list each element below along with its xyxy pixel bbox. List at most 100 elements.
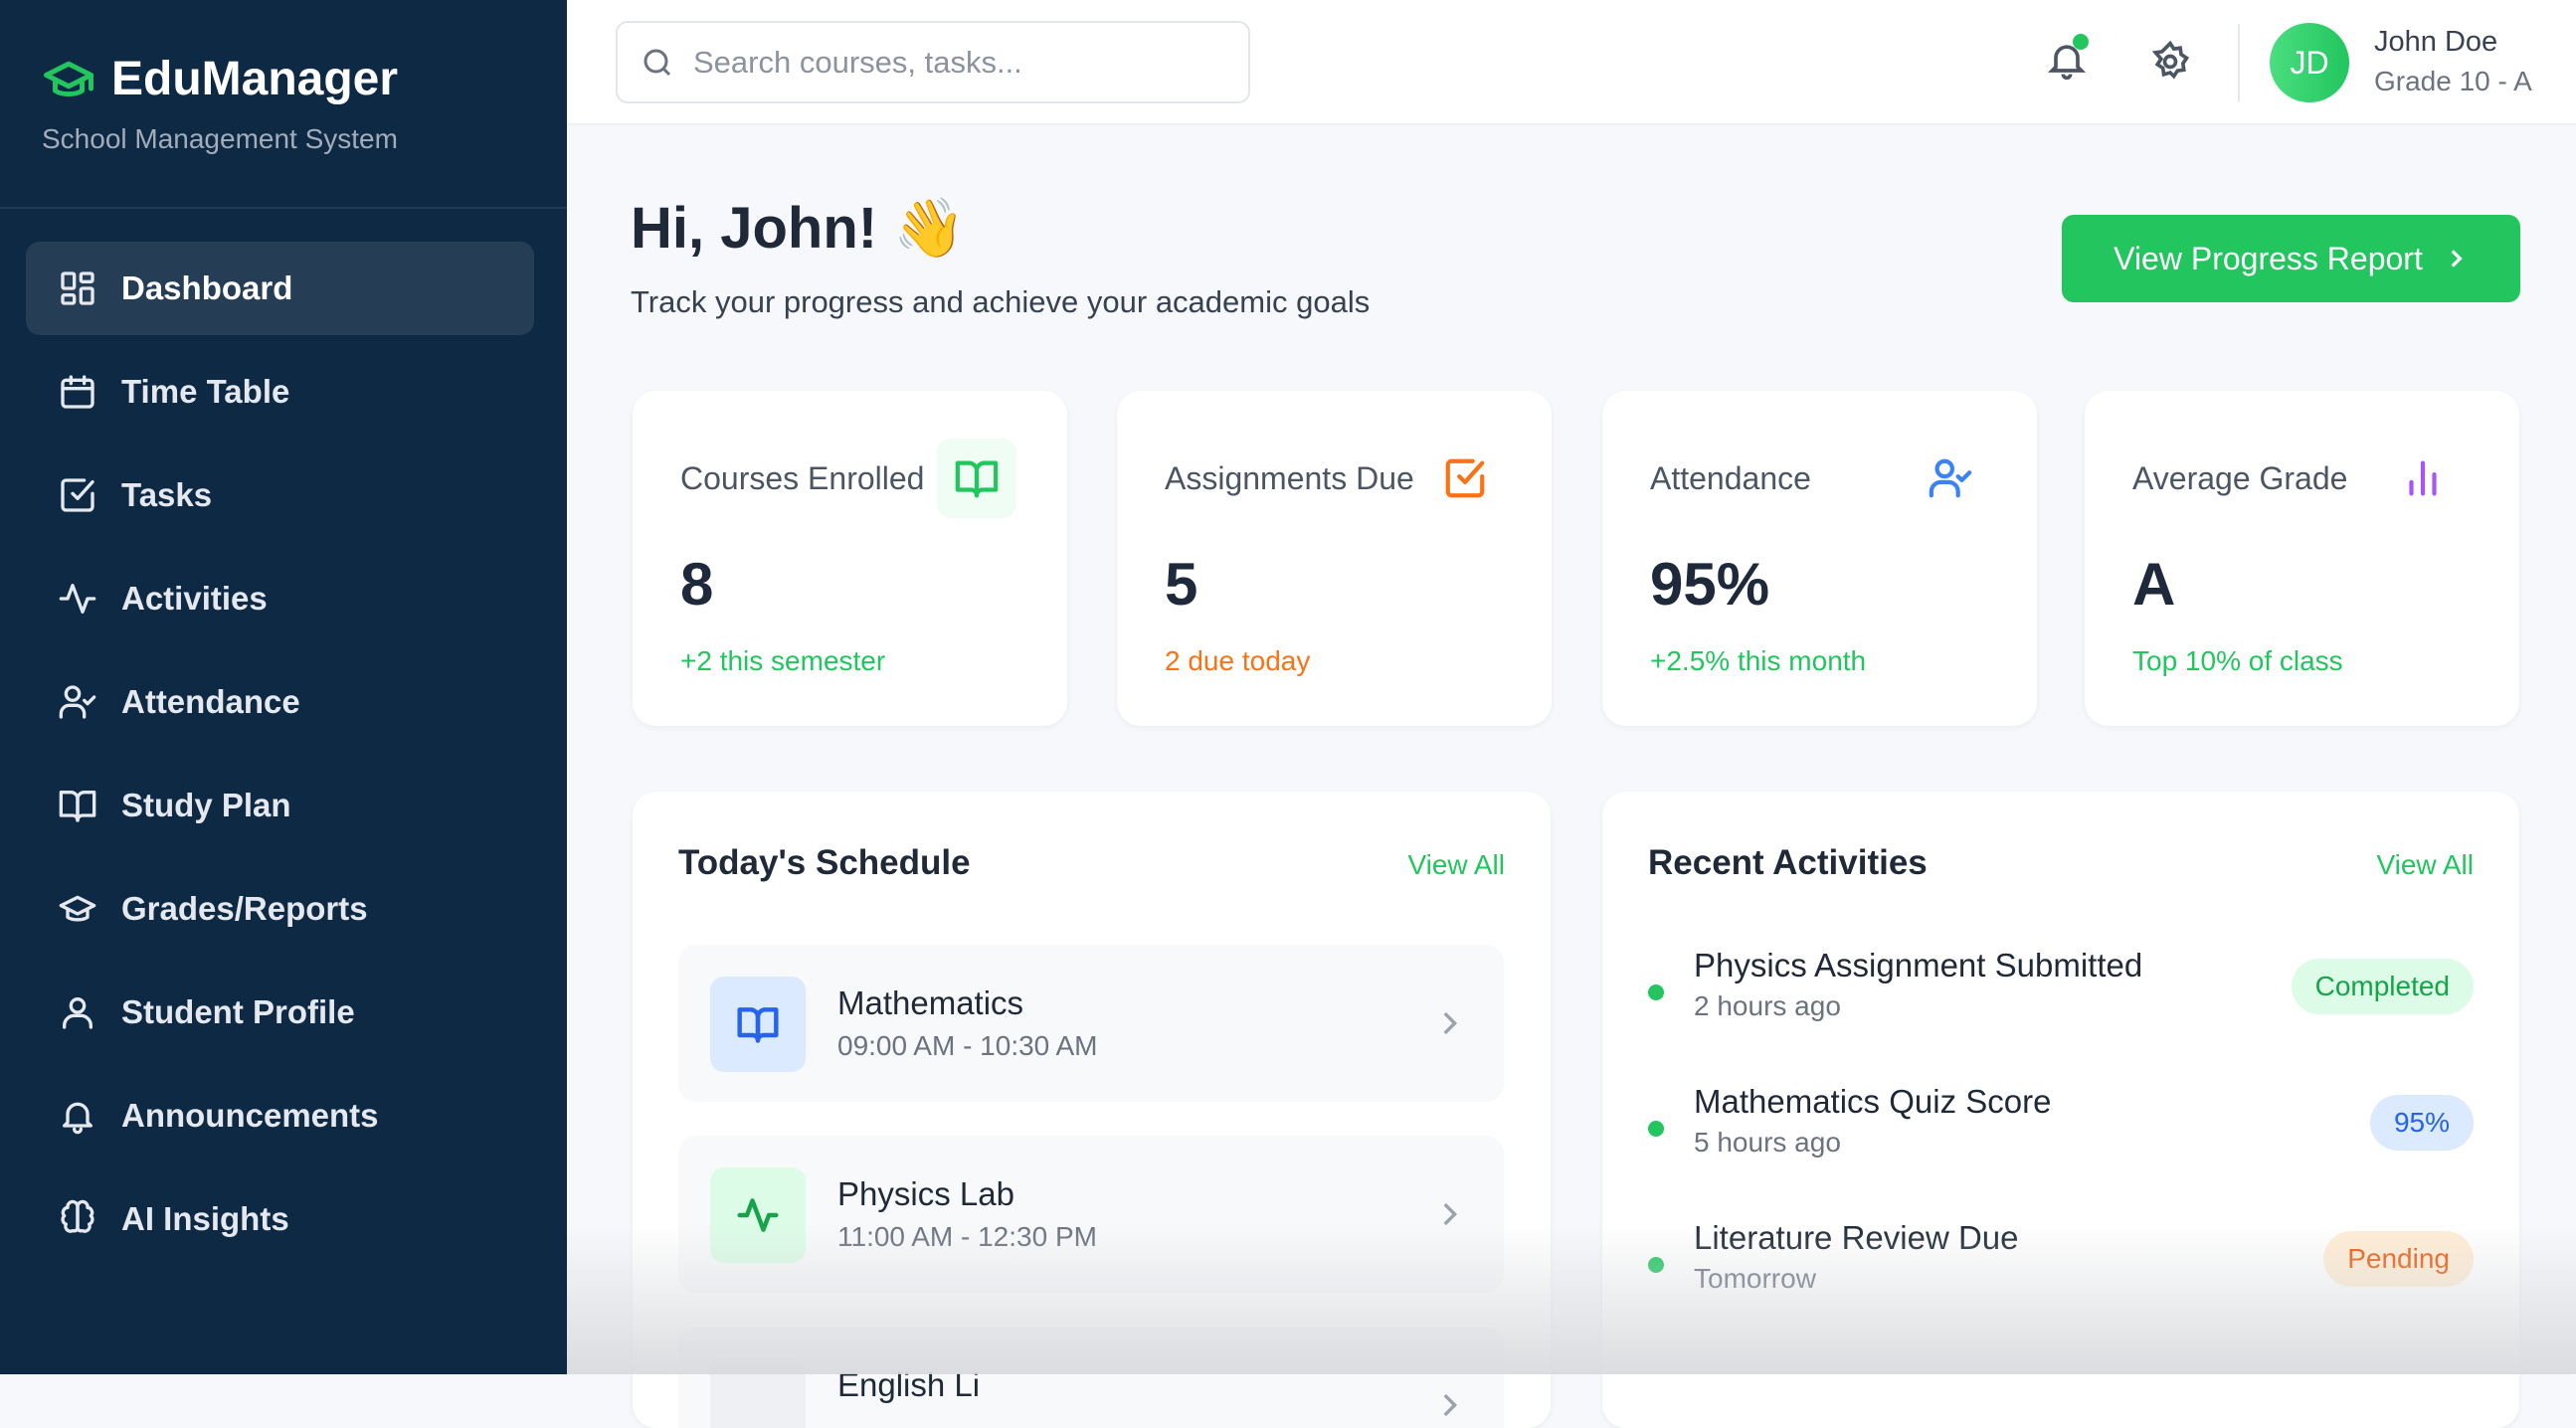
search-input[interactable] <box>693 44 1230 81</box>
notifications-button[interactable] <box>2045 34 2089 87</box>
top-header: JD John Doe Grade 10 - A <box>567 0 2576 125</box>
schedule-time: 09:00 AM - 10:30 AM <box>837 1030 1098 1061</box>
sidebar-item-label: Tasks <box>121 476 213 513</box>
activity-time: 2 hours ago <box>1694 990 1841 1021</box>
graduation-cap-icon <box>59 895 96 922</box>
user-avatar[interactable]: JD <box>2270 23 2349 102</box>
stat-label: Attendance <box>1650 460 1811 496</box>
user-name: John Doe <box>2374 26 2498 58</box>
user-check-icon <box>1929 458 1972 498</box>
stat-label: Courses Enrolled <box>680 460 925 496</box>
sidebar-item-study-plan[interactable]: Study Plan <box>26 759 534 852</box>
stat-card: Average Grade A Top 10% of class <box>2085 391 2519 726</box>
chevron-right-icon <box>1443 1202 1458 1226</box>
schedule-item[interactable]: Mathematics 09:00 AM - 10:30 AM <box>678 945 1504 1102</box>
stat-subtext: Top 10% of class <box>2132 645 2343 676</box>
sidebar-item-dashboard[interactable]: Dashboard <box>26 242 534 335</box>
sidebar-item-announcements[interactable]: Announcements <box>26 1069 534 1162</box>
chevron-right-icon <box>1443 1011 1458 1035</box>
view-progress-report-button[interactable]: View Progress Report <box>2062 215 2520 302</box>
activity-item[interactable]: Physics Assignment Submitted 2 hours ago… <box>1648 941 2474 1050</box>
sidebar-item-student-profile[interactable]: Student Profile <box>26 966 534 1059</box>
calendar-icon <box>61 375 94 409</box>
status-dot <box>1648 984 1664 1000</box>
checkbox-icon <box>1445 458 1485 498</box>
header-divider <box>2238 24 2240 101</box>
dashboard-grid-icon <box>61 271 94 305</box>
search-box[interactable] <box>616 21 1250 103</box>
sidebar-item-ai-insights[interactable]: AI Insights <box>26 1172 534 1266</box>
status-badge: 95% <box>2369 1095 2474 1151</box>
sidebar-item-time-table[interactable]: Time Table <box>26 345 534 439</box>
activities-title: Recent Activities <box>1648 843 1928 882</box>
stat-label: Average Grade <box>2132 460 2348 496</box>
schedule-time: 11:00 AM - 12:30 PM <box>837 1221 1097 1252</box>
stat-card: Courses Enrolled 8 +2 this semester <box>633 391 1067 726</box>
app-logo: EduManager <box>42 52 398 106</box>
schedule-course: Mathematics <box>837 984 1024 1021</box>
sidebar-item-label: Student Profile <box>121 993 355 1030</box>
activity-title: Literature Review Due <box>1694 1219 2019 1256</box>
stat-label: Assignments Due <box>1165 460 1414 496</box>
sidebar-item-label: Time Table <box>121 373 290 410</box>
activity-item[interactable]: Mathematics Quiz Score 5 hours ago 95% <box>1648 1077 2474 1186</box>
schedule-course: English Li <box>837 1366 981 1403</box>
stat-value: A <box>2132 551 2176 618</box>
sidebar-item-label: Activities <box>121 580 268 617</box>
activity-time: 5 hours ago <box>1694 1127 1841 1158</box>
bell-icon <box>2047 45 2087 81</box>
stat-card: Assignments Due 5 2 due today <box>1117 391 1552 726</box>
schedule-item[interactable]: English Li <box>678 1327 1504 1428</box>
activity-title: Physics Assignment Submitted <box>1694 947 2143 983</box>
stat-value: 95% <box>1650 551 1770 618</box>
status-dot <box>1648 1257 1664 1273</box>
stat-value: 5 <box>1165 551 1198 618</box>
app-name: EduManager <box>111 53 399 105</box>
sidebar-item-attendance[interactable]: Attendance <box>26 655 534 749</box>
page-title: Hi, John! 👋 <box>631 196 966 261</box>
bell-icon <box>63 1102 93 1135</box>
activity-title: Mathematics Quiz Score <box>1694 1083 2052 1120</box>
search-icon <box>644 49 671 76</box>
chevron-right-icon <box>2451 250 2463 268</box>
schedule-title: Today's Schedule <box>678 843 971 882</box>
sidebar-item-label: Dashboard <box>121 269 293 306</box>
activity-time: Tomorrow <box>1694 1263 1816 1294</box>
book-open-icon <box>955 460 999 498</box>
user-icon <box>63 997 93 1029</box>
schedule-course: Physics Lab <box>837 1175 1014 1212</box>
activities-view-all-link[interactable]: View All <box>2376 849 2474 880</box>
brain-icon <box>61 1199 94 1233</box>
sidebar-item-grades-reports[interactable]: Grades/Reports <box>26 862 534 956</box>
notification-dot <box>2073 34 2089 50</box>
sidebar-item-label: Announcements <box>121 1097 379 1134</box>
stat-card: Attendance 95% +2.5% this month <box>1602 391 2037 726</box>
sidebar-item-tasks[interactable]: Tasks <box>26 448 534 542</box>
activity-item[interactable]: Literature Review Due Tomorrow Pending <box>1648 1213 2474 1323</box>
user-grade: Grade 10 - A <box>2374 66 2532 96</box>
stat-subtext: +2.5% this month <box>1650 645 1867 676</box>
sidebar-item-label: Grades/Reports <box>121 890 368 927</box>
activity-pulse-icon <box>59 584 96 614</box>
checkbox-icon <box>61 478 94 512</box>
book-open-icon <box>737 1007 779 1043</box>
book-open-icon <box>59 791 96 822</box>
gear-icon <box>2151 40 2190 80</box>
sidebar-item-label: AI Insights <box>121 1200 289 1237</box>
schedule-view-all-link[interactable]: View All <box>1407 849 1505 880</box>
stat-value: 8 <box>680 551 714 618</box>
status-badge: Pending <box>2323 1231 2474 1287</box>
chevron-right-icon <box>1443 1393 1458 1417</box>
sidebar-item-activities[interactable]: Activities <box>26 552 534 645</box>
status-badge: Completed <box>2291 959 2474 1014</box>
sidebar-item-label: Study Plan <box>121 787 291 823</box>
schedule-item[interactable]: Physics Lab 11:00 AM - 12:30 PM <box>678 1136 1504 1293</box>
stat-subtext: 2 due today <box>1165 645 1311 676</box>
activity-pulse-icon <box>737 1198 779 1232</box>
activities-panel: Recent Activities View All Physics Assig… <box>1602 792 2519 1428</box>
settings-button[interactable] <box>2148 40 2192 89</box>
bar-chart-icon <box>2409 460 2437 496</box>
graduation-cap-icon <box>44 61 93 96</box>
page-subtitle: Track your progress and achieve your aca… <box>631 284 1371 319</box>
app-tagline: School Management System <box>42 123 398 154</box>
